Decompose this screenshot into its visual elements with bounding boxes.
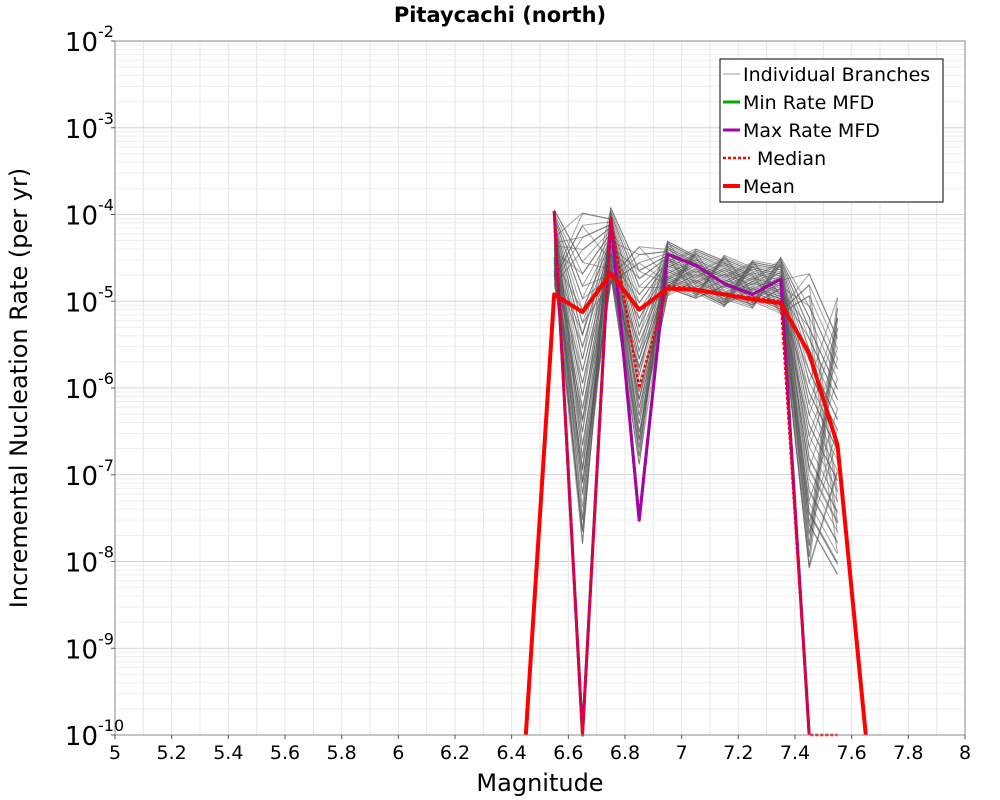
branch-line bbox=[553, 240, 838, 524]
x-tick-label: 6 bbox=[392, 742, 404, 764]
x-tick-label: 5.4 bbox=[213, 742, 243, 764]
y-tick-label-exponent: -3 bbox=[98, 109, 114, 128]
legend-label: Individual Branches bbox=[743, 64, 930, 86]
branch-line bbox=[553, 216, 838, 545]
branch-line bbox=[553, 212, 838, 544]
branch-line bbox=[553, 212, 838, 457]
x-axis-ticks: 5 5.2 5.4 5.6 5.8 6 6.2 6.4 6.6 6.8 7 7.2 7.4 7.6 7.8 8 bbox=[109, 735, 971, 764]
y-axis-label: Incremental Nucleation Rate (per yr) bbox=[5, 168, 33, 608]
legend-label: Max Rate MFD bbox=[743, 120, 880, 142]
legend-label: Mean bbox=[743, 176, 795, 198]
branch-line bbox=[553, 226, 838, 451]
y-tick-label-base: 10 bbox=[65, 722, 98, 752]
branch-line bbox=[553, 215, 838, 555]
y-tick-label-exponent: -2 bbox=[98, 22, 114, 41]
x-tick-label: 6.8 bbox=[610, 742, 640, 764]
y-tick-label-exponent: -5 bbox=[98, 282, 114, 301]
y-tick-label-base: 10 bbox=[65, 375, 98, 405]
y-tick-label-base: 10 bbox=[65, 202, 98, 232]
y-tick-label-base: 10 bbox=[65, 28, 98, 58]
y-tick-label-base: 10 bbox=[65, 462, 98, 492]
series-mean bbox=[523, 271, 868, 736]
x-tick-label: 6.6 bbox=[553, 742, 583, 764]
y-tick-label-exponent: -8 bbox=[98, 543, 114, 562]
x-tick-label: 6.2 bbox=[440, 742, 470, 764]
branch-line bbox=[553, 213, 838, 493]
legend-box bbox=[719, 58, 944, 203]
y-tick-label-exponent: -10 bbox=[98, 716, 124, 735]
y-tick-label-exponent: -7 bbox=[98, 456, 114, 475]
branch-line bbox=[553, 226, 838, 523]
series-max-rate-mfd bbox=[552, 210, 811, 737]
x-tick-label: 6.4 bbox=[497, 742, 527, 764]
y-tick-label-exponent: -6 bbox=[98, 369, 114, 388]
grid bbox=[114, 41, 966, 736]
branch-line bbox=[553, 237, 838, 437]
y-tick-label-exponent: -9 bbox=[98, 629, 114, 648]
x-tick-label: 8 bbox=[959, 742, 971, 764]
branch-line bbox=[553, 223, 838, 433]
legend-label: Min Rate MFD bbox=[743, 92, 874, 114]
x-tick-label: 5.8 bbox=[327, 742, 357, 764]
x-tick-label: 7 bbox=[676, 742, 688, 764]
y-tick-label-base: 10 bbox=[65, 115, 98, 145]
y-tick-label-base: 10 bbox=[65, 635, 98, 665]
branch-line bbox=[553, 224, 838, 503]
y-tick-label-exponent: -4 bbox=[98, 196, 114, 215]
x-tick-label: 7.8 bbox=[893, 742, 923, 764]
branch-line bbox=[553, 262, 838, 536]
x-tick-label: 5 bbox=[109, 742, 121, 764]
x-tick-label: 7.4 bbox=[780, 742, 810, 764]
x-axis-label: Magnitude bbox=[476, 769, 603, 797]
branch-line bbox=[553, 223, 838, 385]
x-tick-label: 7.6 bbox=[837, 742, 867, 764]
branch-line bbox=[553, 215, 838, 554]
branch-line bbox=[553, 209, 838, 534]
chart-title: Pitaycachi (north) bbox=[394, 3, 606, 27]
branch-line bbox=[553, 234, 838, 482]
legend: Individual Branches Min Rate MFD Max Rate … bbox=[719, 58, 944, 203]
series-lines bbox=[523, 210, 868, 737]
y-axis-ticks: 10-210-310-410-510-610-710-810-910-10 bbox=[65, 22, 124, 752]
branch-line bbox=[553, 256, 838, 514]
x-tick-label: 7.2 bbox=[723, 742, 753, 764]
x-tick-label: 5.2 bbox=[157, 742, 187, 764]
legend-label: Median bbox=[757, 148, 826, 170]
y-tick-label-base: 10 bbox=[65, 549, 98, 579]
y-tick-label-base: 10 bbox=[65, 288, 98, 318]
x-tick-label: 5.6 bbox=[270, 742, 300, 764]
branch-line bbox=[553, 206, 838, 547]
